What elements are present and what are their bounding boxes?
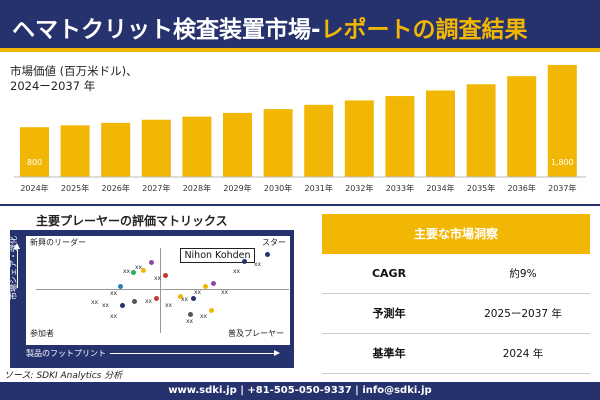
company-marker-label: xx — [186, 318, 194, 325]
x-tick-label: 2030年 — [264, 183, 292, 193]
company-marker — [131, 270, 136, 275]
bar-2034年 — [426, 90, 455, 177]
company-marker-label: xx — [221, 289, 229, 296]
matrix-title: 主要プレーヤーの評価マトリックス — [36, 214, 228, 228]
company-marker-label: xx — [165, 302, 173, 309]
company-marker — [242, 259, 247, 264]
company-marker — [209, 308, 214, 313]
company-marker-label: xx — [145, 298, 153, 305]
company-marker — [149, 260, 154, 265]
x-tick-label: 2035年 — [467, 183, 495, 193]
x-tick-label: 2025年 — [61, 183, 89, 193]
x-tick-label: 2034年 — [426, 183, 454, 193]
company-marker-label: xx — [181, 296, 189, 303]
company-marker-label: xx — [200, 313, 208, 320]
report-header: ヘマトクリット検査装置市場-レポートの調査結果 — [0, 0, 600, 52]
bar-2035年 — [466, 84, 496, 177]
company-marker — [188, 312, 193, 317]
company-marker-label: xx — [123, 268, 131, 275]
matrix-x-axis-label: 製品のフットプリント — [26, 349, 106, 358]
company-marker-label: xx — [154, 275, 162, 282]
company-marker — [203, 284, 208, 289]
insights-panel: 主要な市場洞察 CAGR 約9% 予測年 2025ー2037 年 基準年 202… — [322, 214, 590, 378]
bar-2031年 — [304, 104, 334, 177]
company-marker — [141, 268, 146, 273]
quadrant-top-left: 新興のリーダー — [30, 238, 86, 247]
bar-2032年 — [344, 100, 374, 177]
market-value-line2: 2024ー2037 年 — [10, 79, 96, 93]
title-main: ヘマトクリット検査装置市場- — [12, 17, 321, 43]
x-tick-label: 2032年 — [345, 183, 373, 193]
bar-2029年 — [223, 112, 252, 177]
company-marker — [120, 303, 125, 308]
section-divider — [0, 204, 600, 206]
report-title: ヘマトクリット検査装置市場-レポートの調査結果 — [12, 10, 528, 44]
bar-2036年 — [507, 76, 537, 177]
matrix-vertical-divider — [160, 248, 161, 333]
source-note: ソース: SDKI Analytics 分析 — [4, 371, 123, 381]
matrix-horizontal-divider — [36, 289, 289, 290]
x-tick-label: 2027年 — [142, 183, 170, 193]
x-tick-label: 2036年 — [508, 183, 536, 193]
quadrant-bottom-right: 普及プレーヤー — [228, 329, 284, 338]
insight-key: 基準年 — [372, 347, 406, 360]
bar-2026年 — [101, 122, 131, 177]
company-marker — [118, 284, 123, 289]
x-tick-label: 2024年 — [20, 183, 48, 193]
quadrant-bottom-left: 参加者 — [30, 329, 54, 338]
company-marker-label: xx — [254, 261, 262, 268]
insight-row-forecast: 予測年 2025ー2037 年 — [322, 294, 590, 334]
bar-2030年 — [263, 109, 293, 177]
bar-2024年 — [20, 127, 49, 177]
x-tick-label: 2037年 — [548, 183, 576, 193]
y-axis-arrow — [14, 243, 20, 288]
company-marker — [132, 299, 137, 304]
market-value-line1: 市場価値 (百万米ドル)、 — [10, 64, 138, 78]
insight-value: 2024 年 — [502, 348, 544, 360]
quadrant-top-right: スター — [262, 238, 286, 247]
x-tick-label: 2033年 — [386, 183, 414, 193]
bar-2027年 — [141, 119, 171, 177]
company-marker-label: xx — [91, 299, 99, 306]
bar-2028年 — [182, 116, 212, 177]
bar-data-label: 800 — [27, 158, 42, 167]
insight-row-cagr: CAGR 約9% — [322, 254, 590, 294]
company-marker — [154, 296, 159, 301]
x-tick-label: 2026年 — [102, 183, 130, 193]
matrix-y-axis-label: 市場シェア・強化 — [9, 236, 18, 300]
company-marker — [178, 294, 183, 299]
company-marker — [191, 296, 196, 301]
company-marker — [265, 252, 270, 257]
market-bar-chart: 2024年 800 2025年 2026年 2027年 2028年 2029年 2030年 20… — [14, 64, 586, 193]
company-marker-label: xx — [110, 290, 118, 297]
contact-footer: www.sdki.jp | +81-505-050-9337 | info@sd… — [0, 382, 600, 400]
x-tick-label: 2029年 — [223, 183, 251, 193]
insight-value: 約9% — [509, 268, 537, 280]
bar-2025年 — [60, 125, 90, 177]
x-axis-arrow — [110, 350, 280, 356]
insight-key: 予測年 — [372, 307, 406, 320]
insight-value: 2025ー2037 年 — [484, 308, 562, 320]
company-marker-label: xx — [233, 268, 241, 275]
company-marker — [211, 281, 216, 286]
bar-data-label: 1,800 — [551, 158, 574, 167]
bar-2037年 — [547, 64, 577, 177]
x-tick-label: 2031年 — [305, 183, 333, 193]
insight-key: CAGR — [371, 267, 407, 280]
company-marker — [163, 273, 168, 278]
highlight-company: Nihon Kohden — [180, 248, 255, 263]
company-marker-label: xx — [102, 302, 110, 309]
title-accent: レポートの調査結果 — [320, 17, 528, 43]
company-marker-label: xx — [194, 289, 202, 296]
company-marker-label: xx — [110, 313, 118, 320]
x-tick-label: 2028年 — [183, 183, 211, 193]
insights-title: 主要な市場洞察 — [322, 214, 590, 254]
market-value-label: 市場価値 (百万米ドル)、 2024ー2037 年 — [10, 64, 138, 94]
bar-2033年 — [385, 96, 415, 177]
insight-row-base: 基準年 2024 年 — [322, 334, 590, 374]
company-marker-label: xx — [135, 264, 143, 271]
